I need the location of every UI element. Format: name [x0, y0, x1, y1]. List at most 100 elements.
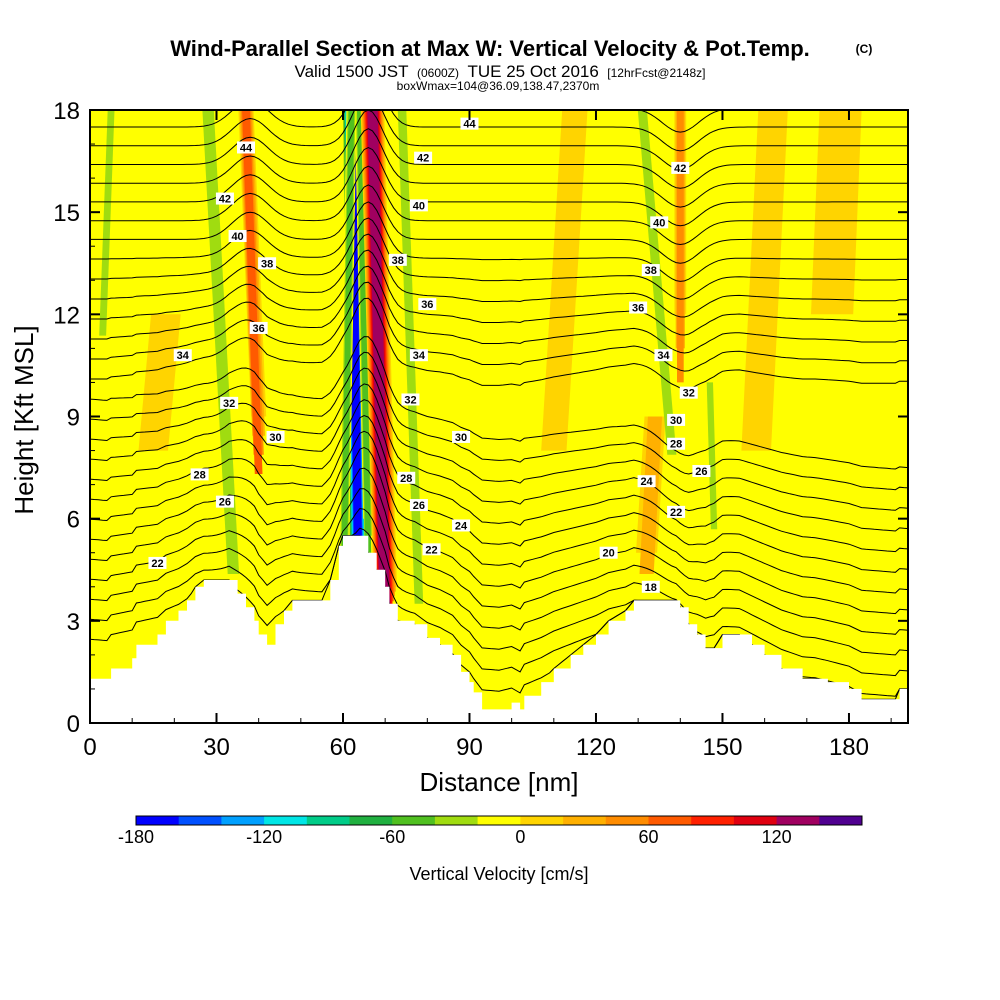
theta-contour-28	[90, 367, 908, 511]
colorbar-swatch	[221, 816, 265, 825]
svg-text:34: 34	[177, 350, 190, 362]
svg-text:42: 42	[219, 194, 231, 206]
x-tick-label: 180	[829, 734, 869, 761]
contour-label: 38	[641, 264, 660, 277]
y-tick-label: 12	[53, 302, 80, 329]
svg-text:34: 34	[657, 350, 670, 362]
svg-text:24: 24	[640, 476, 653, 488]
contour-label: 40	[650, 216, 669, 229]
theta-contour-21	[90, 488, 908, 656]
svg-text:42: 42	[417, 153, 429, 165]
colorbar-ticks: -180 -120 -60 0 60 120	[118, 827, 792, 847]
y-tick-label: 6	[67, 507, 80, 534]
contour-label: 20	[599, 546, 618, 560]
contour-label: 34	[654, 349, 673, 362]
svg-text:26: 26	[413, 500, 425, 512]
subtitle-date: TUE 25 Oct 2016	[467, 62, 598, 81]
colorbar-tick-label: 120	[762, 827, 792, 847]
svg-text:38: 38	[645, 265, 657, 277]
colorbar-swatch	[392, 816, 436, 825]
svg-text:18: 18	[645, 582, 657, 594]
contour-label: 38	[258, 257, 277, 270]
colorbar-swatch	[776, 816, 820, 825]
colorbar-swatch	[434, 816, 479, 825]
svg-text:34: 34	[413, 350, 426, 362]
w-band-10-2	[706, 382, 718, 530]
svg-text:32: 32	[404, 394, 416, 406]
contour-label: 28	[397, 471, 416, 485]
contour-label: 32	[679, 386, 698, 400]
colorbar-swatch	[306, 816, 350, 825]
w-band-15-3	[340, 110, 355, 638]
svg-text:32: 32	[223, 398, 235, 410]
svg-text:42: 42	[674, 163, 686, 175]
svg-text:44: 44	[240, 142, 253, 154]
title-mark: (C)	[856, 42, 873, 56]
theta-contour-43	[90, 110, 908, 171]
contour-label: 42	[671, 161, 690, 175]
theta-contour-39	[90, 165, 908, 246]
colorbar-swatch	[691, 816, 735, 825]
colorbar-swatch	[264, 816, 308, 825]
svg-text:40: 40	[231, 231, 243, 243]
theta-contour-25	[90, 414, 908, 573]
svg-text:40: 40	[653, 217, 665, 229]
w-band-9-3	[677, 110, 684, 383]
colorbar-swatch	[136, 816, 180, 825]
theta-contour-42	[90, 110, 908, 189]
theta-contours	[90, 110, 908, 700]
theta-contour-27	[90, 383, 908, 532]
theta-contour-35	[90, 233, 908, 318]
contour-label: 18	[641, 580, 660, 594]
svg-text:26: 26	[695, 466, 707, 478]
w-band-11-1	[741, 110, 788, 451]
theta-contour-20	[90, 507, 908, 677]
colorbar-swatch	[349, 816, 393, 825]
colorbar-swatch	[520, 816, 564, 825]
contour-label: 28	[667, 437, 686, 451]
contour-label: 40	[409, 199, 428, 212]
svg-text:30: 30	[670, 415, 682, 427]
svg-text:32: 32	[683, 388, 695, 400]
x-tick-label: 150	[702, 734, 742, 761]
y-tick-label: 3	[67, 609, 80, 636]
colorbar-tick-label: -60	[379, 827, 405, 847]
x-axis-label: Distance [nm]	[420, 767, 579, 797]
contour-label: 38	[388, 253, 407, 267]
w-band-7-2	[639, 416, 663, 574]
svg-text:22: 22	[670, 507, 682, 519]
theta-contour-34	[90, 249, 908, 336]
x-tick-label: 30	[203, 734, 230, 761]
contour-label: 24	[637, 475, 656, 488]
contour-label: 22	[148, 556, 167, 570]
theta-contour-30	[90, 336, 908, 470]
contour-label: 44	[460, 117, 479, 131]
theta-contour-22	[90, 467, 908, 635]
contour-label: 42	[215, 192, 234, 206]
colorbar-swatch	[605, 816, 649, 825]
contour-label: 32	[220, 396, 239, 410]
contour-label: 30	[266, 430, 285, 444]
svg-text:24: 24	[455, 520, 468, 532]
x-tick-label: 60	[330, 734, 357, 761]
theta-contour-44	[90, 110, 908, 152]
colorbar-swatch	[648, 816, 692, 825]
svg-text:38: 38	[392, 255, 404, 267]
contour-label: 26	[692, 464, 711, 478]
svg-text:40: 40	[413, 200, 425, 212]
x-tick-label: 0	[83, 734, 96, 761]
svg-text:26: 26	[219, 497, 231, 509]
svg-text:36: 36	[253, 323, 265, 335]
contour-label: 36	[418, 298, 437, 311]
colorbar-swatch	[178, 816, 222, 825]
contour-label: 36	[249, 321, 268, 335]
x-axis: 0 30 60 90 120 150 180	[83, 110, 892, 761]
contour-label: 36	[629, 301, 648, 315]
y-tick-label: 0	[67, 711, 80, 738]
theta-contour-41	[90, 128, 908, 208]
contour-label: 28	[190, 468, 209, 481]
svg-text:44: 44	[463, 119, 476, 131]
colorbar-tick-label: 0	[515, 827, 525, 847]
